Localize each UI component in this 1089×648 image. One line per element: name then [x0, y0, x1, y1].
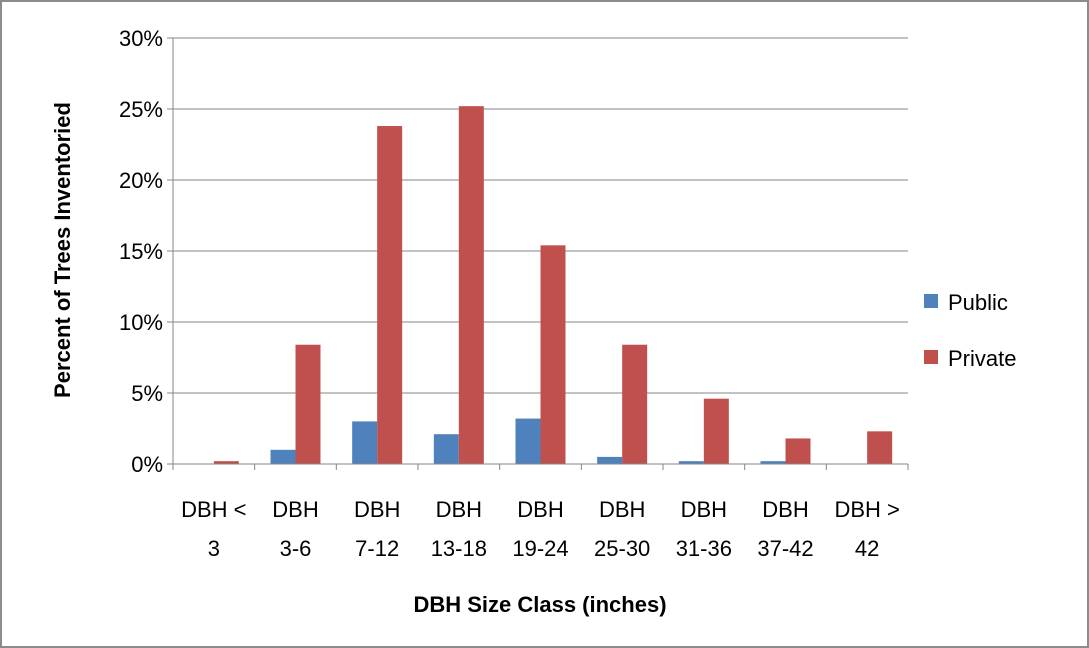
x-tick-label: DBH — [599, 497, 645, 522]
y-tick-labels: 0% 5% 10% 15% 20% 25% 30% — [119, 26, 163, 477]
x-tick-label: 25-30 — [594, 536, 650, 561]
bar-private — [377, 126, 403, 464]
x-tick-label: DBH > — [834, 497, 899, 522]
bars — [213, 106, 893, 464]
bar-private — [213, 461, 239, 464]
y-tick-label: 25% — [119, 97, 163, 122]
y-tick-label: 20% — [119, 168, 163, 193]
y-tick-label: 30% — [119, 26, 163, 51]
legend-label-public: Public — [948, 290, 1008, 315]
bar-private — [785, 438, 811, 464]
bar-private — [703, 398, 729, 464]
axes — [167, 37, 909, 470]
bar-public — [433, 434, 459, 464]
x-tick-label: 3 — [208, 536, 220, 561]
x-tick-label: 7-12 — [355, 536, 399, 561]
y-axis-title: Percent of Trees Inventoried — [50, 102, 75, 398]
y-tick-label: 5% — [131, 381, 163, 406]
bar-private — [867, 431, 893, 464]
x-tick-label: 13-18 — [431, 536, 487, 561]
y-tick-label: 0% — [131, 452, 163, 477]
legend-label-private: Private — [948, 346, 1016, 371]
x-tick-label: DBH — [517, 497, 563, 522]
bar-public — [515, 418, 541, 464]
bar-private — [458, 106, 484, 464]
x-tick-label: DBH — [436, 497, 482, 522]
x-tick-label: 31-36 — [676, 536, 732, 561]
x-tick-label: DBH — [354, 497, 400, 522]
x-tick-label: 19-24 — [512, 536, 568, 561]
bar-private — [622, 344, 648, 464]
bar-public — [352, 421, 378, 464]
x-tick-label: 37-42 — [757, 536, 813, 561]
bar-public — [760, 461, 786, 464]
y-tick-label: 15% — [119, 239, 163, 264]
bar-public — [270, 449, 296, 464]
bar-private — [295, 344, 321, 464]
x-axis-title: DBH Size Class (inches) — [413, 592, 666, 617]
bar-public — [678, 461, 704, 464]
x-tick-label: 3-6 — [280, 536, 312, 561]
x-tick-label: DBH — [762, 497, 808, 522]
x-tick-label: DBH — [272, 497, 318, 522]
legend: Public Private — [924, 290, 1016, 371]
x-tick-label: 42 — [855, 536, 879, 561]
x-tick-labels: DBH < 3 DBH 3-6 DBH 7-12 DBH 13-18 DBH 19-24 DBH 25… — [181, 497, 900, 561]
y-tick-label: 10% — [119, 310, 163, 335]
legend-swatch-public — [924, 294, 938, 308]
legend-swatch-private — [924, 350, 938, 364]
x-tick-label: DBH — [681, 497, 727, 522]
x-tick-label: DBH < — [181, 497, 246, 522]
bar-public — [597, 456, 623, 464]
bar-private — [540, 245, 566, 464]
